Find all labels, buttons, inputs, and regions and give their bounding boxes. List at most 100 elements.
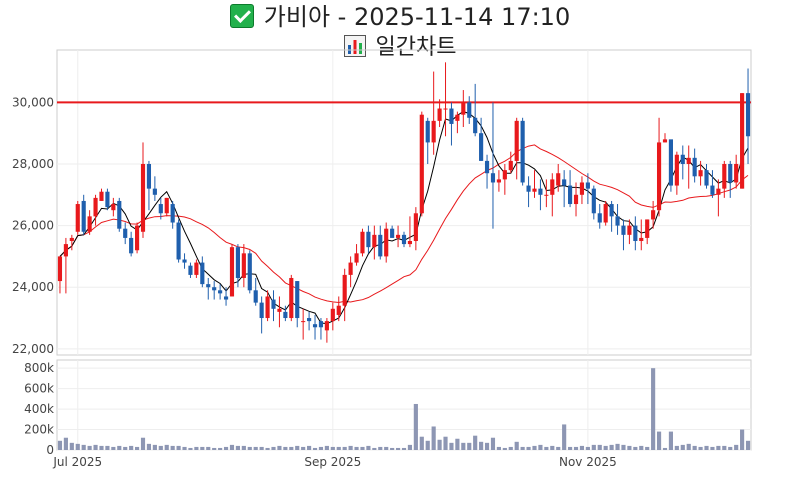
candle-body (526, 185, 531, 192)
candle-body (223, 296, 229, 300)
candle-body (520, 120, 525, 183)
volume-bar (461, 442, 466, 450)
candle (188, 262, 193, 278)
candle (425, 117, 430, 164)
candle-body (135, 225, 140, 251)
price-panel-frame (56, 49, 752, 356)
candle (745, 68, 751, 164)
volume-bar (247, 446, 252, 450)
volume-bar (686, 443, 691, 450)
candle-body (413, 213, 418, 242)
candle-body (473, 117, 478, 134)
candle (579, 176, 585, 205)
volume-bar (437, 439, 442, 450)
candle (93, 194, 98, 226)
volume-bar (496, 446, 501, 450)
candle-body (176, 222, 181, 260)
candle (259, 296, 264, 334)
candle (218, 284, 223, 300)
volume-bar (360, 446, 365, 450)
candle (271, 290, 276, 322)
candle (57, 256, 63, 294)
candle-body (235, 247, 240, 278)
price-tick-label: 30,000 (12, 95, 54, 109)
candle (573, 182, 579, 217)
candle (585, 173, 590, 205)
candle-body (188, 265, 193, 275)
volume-bar (603, 445, 608, 450)
candle (526, 176, 531, 208)
candle (336, 296, 341, 322)
candle (704, 163, 709, 189)
candle (740, 93, 745, 189)
candle-body (479, 133, 484, 161)
volume-bar (621, 444, 626, 450)
volume-bar (407, 444, 413, 450)
candle (496, 170, 501, 192)
candle (170, 200, 175, 229)
candle-body (407, 241, 413, 245)
candle-body (627, 225, 632, 235)
candle-body (532, 188, 537, 192)
candle (674, 151, 679, 195)
candle-body (603, 204, 608, 223)
candle-body (330, 308, 335, 322)
candle (627, 219, 632, 245)
volume-bar (170, 445, 175, 450)
candle-body (206, 284, 211, 288)
volume-bar (722, 445, 727, 450)
candle-body (259, 302, 264, 319)
candle (283, 305, 288, 322)
volume-bar (378, 446, 383, 450)
volume-bar (419, 436, 424, 450)
candle (609, 200, 614, 232)
volume-bar (728, 446, 733, 450)
candle-body (265, 296, 270, 319)
candle (520, 117, 525, 186)
candle (437, 99, 442, 128)
candle-body (550, 179, 555, 195)
volume-bar (692, 445, 697, 450)
volume-bar (591, 444, 596, 450)
volume-bar (740, 429, 745, 450)
candle-body (140, 163, 146, 232)
volume-bar (164, 444, 169, 450)
candle (360, 228, 365, 257)
candle-body (301, 321, 306, 323)
candle (698, 160, 703, 186)
candle-body (283, 311, 288, 319)
candle (342, 268, 347, 322)
volume-bar (674, 445, 679, 450)
volume-bar (627, 445, 632, 450)
chart-title-text: 가비아 - 2025-11-14 17:10 (263, 3, 571, 31)
candle (140, 142, 146, 238)
volume-bar (81, 444, 86, 450)
candle (461, 90, 466, 128)
volume-tick-label: 200k (24, 423, 54, 437)
candle (407, 216, 413, 248)
candle-body (490, 173, 496, 183)
volume-bar (295, 445, 300, 450)
volume-bar (194, 446, 199, 450)
candle-body (621, 225, 626, 235)
candle (241, 244, 246, 288)
candle-body (585, 182, 590, 189)
candle-body (556, 173, 561, 186)
candle-body (63, 244, 68, 257)
volume-bar (188, 447, 193, 450)
candle (164, 197, 169, 217)
candle (324, 318, 329, 343)
candle-body (728, 163, 733, 183)
volume-bar (562, 424, 567, 450)
candle-body (508, 160, 513, 171)
volume-bar (283, 446, 288, 450)
candle-body (318, 321, 324, 328)
candle-body (615, 216, 620, 226)
candle (69, 234, 74, 251)
candle-body (99, 191, 104, 201)
volume-bar (69, 442, 74, 450)
volume-bar (579, 445, 585, 450)
candle-body (573, 194, 579, 205)
